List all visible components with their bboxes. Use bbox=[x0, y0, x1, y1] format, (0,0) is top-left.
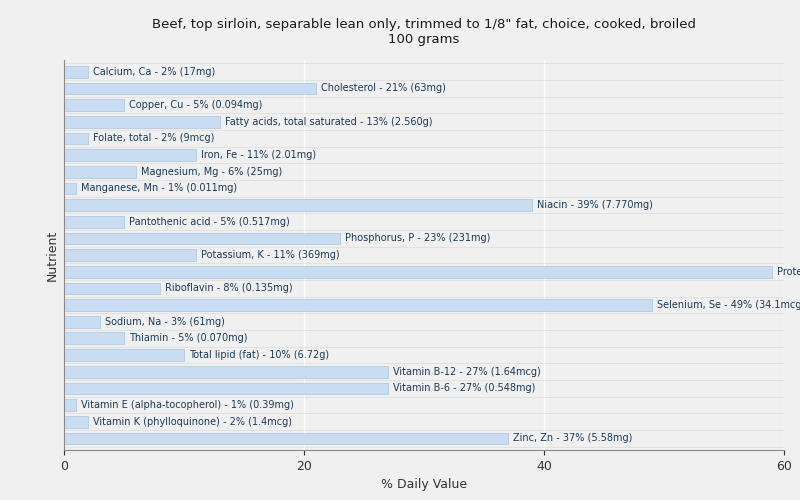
Bar bbox=[64, 282, 160, 294]
Bar bbox=[64, 166, 136, 177]
Bar bbox=[64, 366, 388, 378]
Title: Beef, top sirloin, separable lean only, trimmed to 1/8" fat, choice, cooked, bro: Beef, top sirloin, separable lean only, … bbox=[152, 18, 696, 46]
Bar bbox=[64, 99, 124, 111]
Bar bbox=[64, 382, 388, 394]
Text: Potassium, K - 11% (369mg): Potassium, K - 11% (369mg) bbox=[201, 250, 339, 260]
Text: Folate, total - 2% (9mcg): Folate, total - 2% (9mcg) bbox=[93, 134, 214, 143]
Bar bbox=[64, 432, 508, 444]
Text: Sodium, Na - 3% (61mg): Sodium, Na - 3% (61mg) bbox=[105, 316, 225, 326]
Y-axis label: Nutrient: Nutrient bbox=[46, 230, 58, 280]
Text: Vitamin B-12 - 27% (1.64mcg): Vitamin B-12 - 27% (1.64mcg) bbox=[393, 366, 541, 376]
Bar bbox=[64, 399, 76, 411]
Text: Total lipid (fat) - 10% (6.72g): Total lipid (fat) - 10% (6.72g) bbox=[189, 350, 329, 360]
Text: Cholesterol - 21% (63mg): Cholesterol - 21% (63mg) bbox=[321, 84, 446, 94]
Bar bbox=[64, 249, 196, 261]
Bar bbox=[64, 299, 652, 311]
Bar bbox=[64, 349, 184, 361]
Bar bbox=[64, 199, 532, 211]
Text: Pantothenic acid - 5% (0.517mg): Pantothenic acid - 5% (0.517mg) bbox=[129, 216, 290, 226]
Text: Copper, Cu - 5% (0.094mg): Copper, Cu - 5% (0.094mg) bbox=[129, 100, 262, 110]
Text: Fatty acids, total saturated - 13% (2.560g): Fatty acids, total saturated - 13% (2.56… bbox=[225, 116, 432, 126]
Bar bbox=[64, 416, 88, 428]
Bar bbox=[64, 149, 196, 161]
Text: Magnesium, Mg - 6% (25mg): Magnesium, Mg - 6% (25mg) bbox=[141, 166, 282, 176]
Text: Phosphorus, P - 23% (231mg): Phosphorus, P - 23% (231mg) bbox=[345, 234, 490, 243]
Text: Niacin - 39% (7.770mg): Niacin - 39% (7.770mg) bbox=[537, 200, 653, 210]
Text: Manganese, Mn - 1% (0.011mg): Manganese, Mn - 1% (0.011mg) bbox=[81, 184, 237, 194]
Bar bbox=[64, 332, 124, 344]
Text: Vitamin E (alpha-tocopherol) - 1% (0.39mg): Vitamin E (alpha-tocopherol) - 1% (0.39m… bbox=[81, 400, 294, 410]
Bar bbox=[64, 316, 100, 328]
X-axis label: % Daily Value: % Daily Value bbox=[381, 478, 467, 492]
Text: Calcium, Ca - 2% (17mg): Calcium, Ca - 2% (17mg) bbox=[93, 66, 215, 76]
Bar bbox=[64, 82, 316, 94]
Text: Vitamin K (phylloquinone) - 2% (1.4mcg): Vitamin K (phylloquinone) - 2% (1.4mcg) bbox=[93, 416, 292, 426]
Bar bbox=[64, 216, 124, 228]
Text: Vitamin B-6 - 27% (0.548mg): Vitamin B-6 - 27% (0.548mg) bbox=[393, 384, 535, 394]
Text: Protein - 59% (29.51g): Protein - 59% (29.51g) bbox=[777, 266, 800, 276]
Text: Riboflavin - 8% (0.135mg): Riboflavin - 8% (0.135mg) bbox=[165, 284, 293, 294]
Text: Selenium, Se - 49% (34.1mcg): Selenium, Se - 49% (34.1mcg) bbox=[657, 300, 800, 310]
Text: Zinc, Zn - 37% (5.58mg): Zinc, Zn - 37% (5.58mg) bbox=[513, 434, 632, 444]
Bar bbox=[64, 266, 772, 278]
Bar bbox=[64, 182, 76, 194]
Bar bbox=[64, 66, 88, 78]
Text: Thiamin - 5% (0.070mg): Thiamin - 5% (0.070mg) bbox=[129, 334, 247, 344]
Bar bbox=[64, 232, 340, 244]
Text: Iron, Fe - 11% (2.01mg): Iron, Fe - 11% (2.01mg) bbox=[201, 150, 316, 160]
Bar bbox=[64, 116, 220, 128]
Bar bbox=[64, 132, 88, 144]
